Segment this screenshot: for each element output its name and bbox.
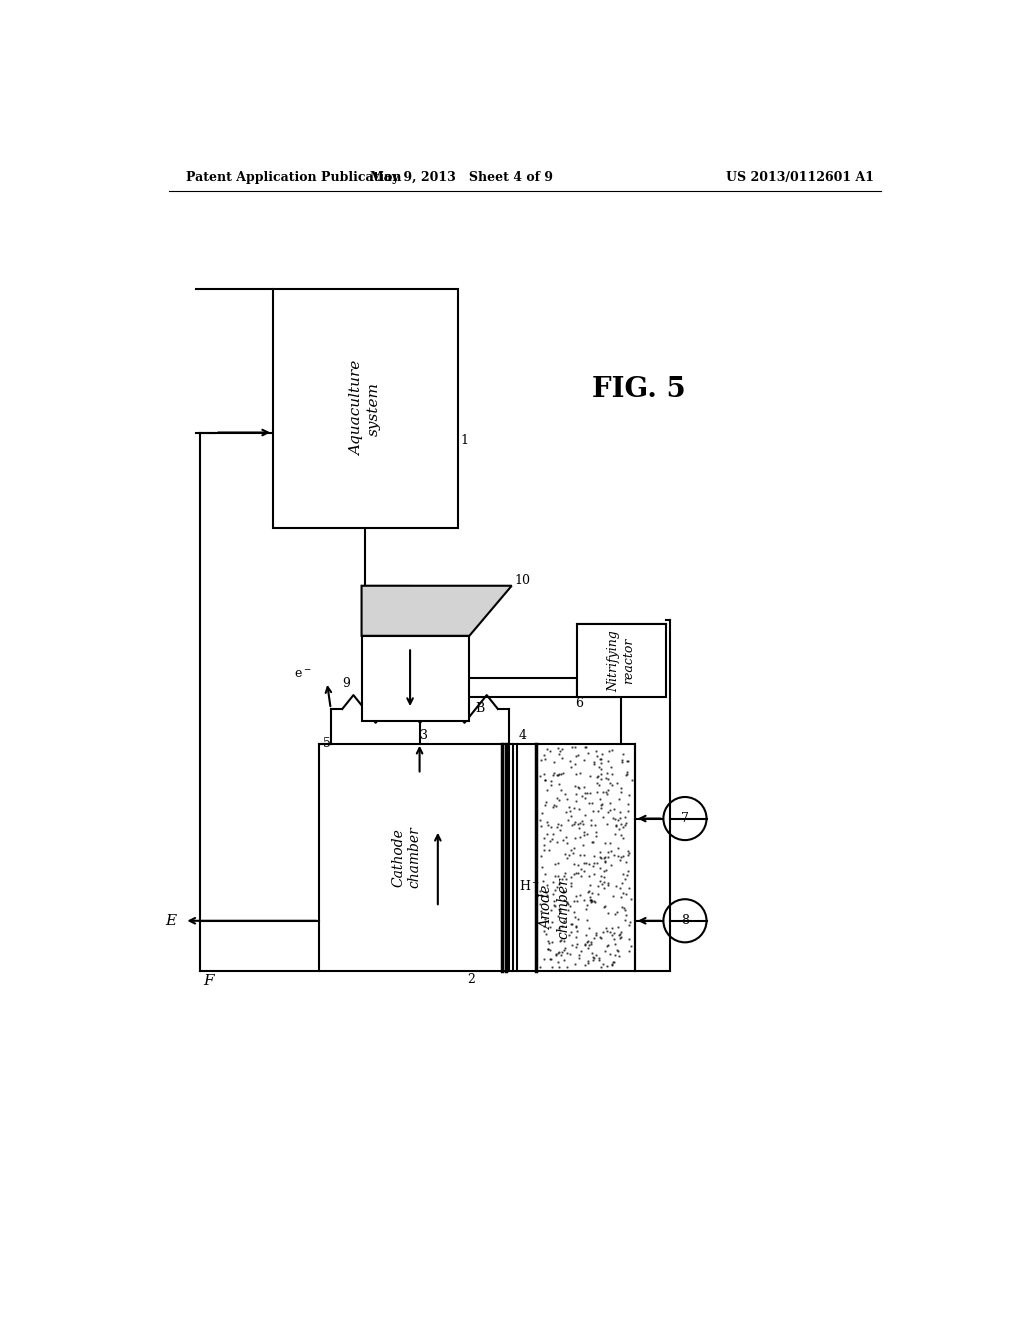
Text: 5: 5	[323, 738, 331, 751]
Text: 1: 1	[461, 434, 469, 447]
Text: H$^+$: H$^+$	[518, 879, 540, 894]
Text: 7: 7	[681, 812, 689, 825]
Text: 2: 2	[467, 973, 475, 986]
Text: 8: 8	[681, 915, 689, 927]
Text: F: F	[204, 974, 214, 987]
Text: Aquaculture
system: Aquaculture system	[350, 362, 381, 457]
Text: B: B	[475, 702, 484, 715]
Polygon shape	[361, 586, 512, 636]
Text: 6: 6	[575, 697, 584, 710]
Bar	[578, 624, 666, 697]
Text: US 2013/0112601 A1: US 2013/0112601 A1	[726, 172, 874, 185]
Text: 3: 3	[420, 729, 428, 742]
Text: 10: 10	[514, 574, 530, 587]
Text: May 9, 2013   Sheet 4 of 9: May 9, 2013 Sheet 4 of 9	[370, 172, 553, 185]
Text: Cathode
chamber: Cathode chamber	[392, 826, 422, 888]
Text: Nitrifying
reactor: Nitrifying reactor	[607, 630, 636, 692]
Text: 4: 4	[518, 729, 526, 742]
Bar	[361, 636, 469, 721]
Text: Anode
chamber: Anode chamber	[541, 876, 570, 939]
Bar	[319, 743, 635, 970]
Text: e$^-$: e$^-$	[294, 668, 311, 681]
Text: FIG. 5: FIG. 5	[592, 376, 686, 403]
Text: E: E	[166, 913, 177, 928]
Text: Patent Application Publication: Patent Application Publication	[186, 172, 401, 185]
Text: 9: 9	[342, 677, 350, 689]
Bar	[273, 289, 458, 528]
